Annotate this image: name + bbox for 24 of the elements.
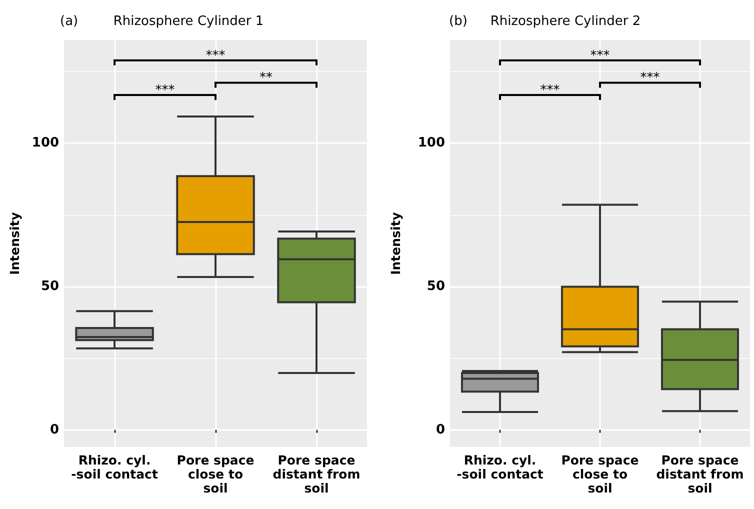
x-tick-label: Pore space close to soil bbox=[561, 452, 639, 496]
annotation: *** bbox=[640, 70, 660, 86]
y-tick-label: 100 bbox=[32, 136, 60, 151]
y-tick-label: 50 bbox=[426, 278, 445, 294]
annotation: *** bbox=[155, 82, 176, 98]
y-tick-label: 0 bbox=[50, 422, 60, 438]
annotation: *** bbox=[206, 48, 226, 64]
chart-title: Rhizosphere Cylinder 1 bbox=[113, 14, 264, 29]
y-tick-label: 50 bbox=[40, 278, 60, 294]
x-tick-label: Rhizo. cyl. -soil contact bbox=[456, 452, 544, 482]
x-tick-label: Pore space distant from soil bbox=[272, 452, 360, 496]
text: (b) bbox=[449, 14, 468, 29]
x-tick-label: Pore space close to soil bbox=[176, 452, 254, 496]
y-tick-label: 100 bbox=[418, 136, 445, 151]
y-axis-title: Intensity bbox=[7, 212, 22, 275]
text: (a) bbox=[60, 14, 78, 29]
x-tick-label: Rhizo. cyl. -soil contact bbox=[71, 452, 158, 482]
x-tick-label: Pore space distant from soil bbox=[656, 452, 744, 496]
y-tick-label: 0 bbox=[436, 422, 445, 438]
annotation: ** bbox=[260, 70, 274, 86]
annotation: *** bbox=[590, 48, 610, 64]
annotation: *** bbox=[540, 82, 560, 98]
y-axis-title: Intensity bbox=[388, 212, 403, 275]
chart-title: Rhizosphere Cylinder 2 bbox=[490, 14, 641, 29]
